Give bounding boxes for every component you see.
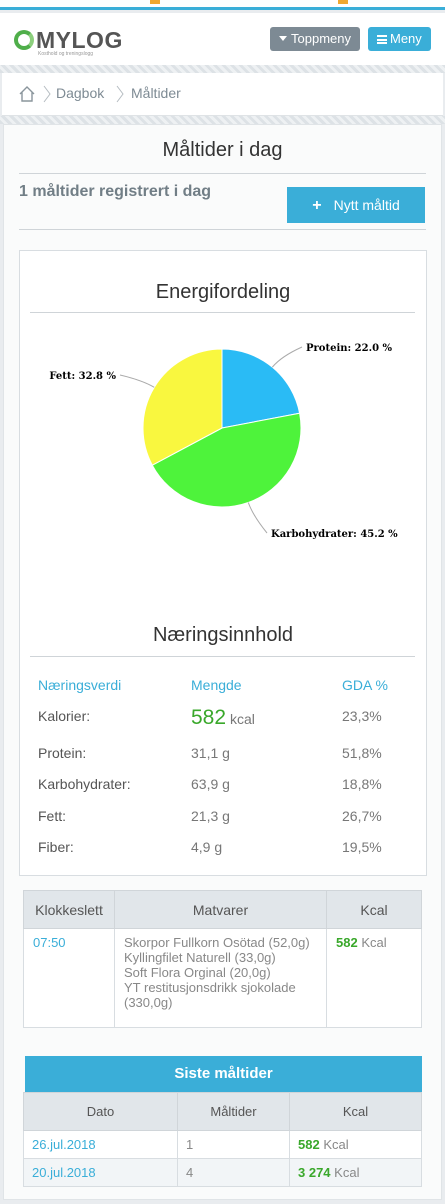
col-time: Klokkeslett [23,890,115,929]
nutrition-amount-carbs: 63,9 g [191,776,230,792]
pie-label-protein: Protein: 22.0 % [306,343,393,354]
energy-title: Energifordeling [155,281,291,303]
food-item: Soft Flora Orginal (20,0g) [124,965,271,980]
nutrition-amount-calories: 582 kcal [191,706,255,730]
main-card: Måltider i dag 1 måltider registrert i d… [3,124,442,1200]
col-meals: Måltider [177,1092,290,1131]
divider [19,173,426,174]
caret-down-icon [279,36,287,41]
meal-foods: Skorpor Fullkorn Osötad (52,0g) Kyllingf… [114,928,327,1028]
topmenu-button[interactable]: Toppmeny [270,27,360,51]
breadcrumb-dagbok[interactable]: Dagbok [56,85,105,101]
food-item: Kyllingfilet Naturell (33,0g) [124,950,276,965]
nutrition-header-amount: Mengde [191,677,242,693]
meal-count-text: 1 måltider registrert i dag [19,183,212,200]
col-date: Dato [23,1092,178,1131]
menu-label: Meny [390,31,422,46]
recent-kcal-value: 582 [298,1137,320,1152]
col-kcal: Kcal [289,1092,422,1131]
chevron-right-icon [116,85,124,103]
calories-unit: kcal [229,711,255,727]
nutrition-gda-fiber: 19,5% [342,839,382,855]
pie-label-karbohydrater: Karbohydrater: 45.2 % [271,529,398,540]
table-row[interactable]: 26.jul.2018 1 582 Kcal [23,1130,422,1159]
col-foods: Matvarer [114,890,327,929]
nutrition-label-protein: Protein: [38,745,87,761]
energy-pie-chart: Protein: 22.0 % Karbohydrater: 45.2 % Fett… [49,343,398,540]
nutrition-gda-carbs: 18,8% [342,776,382,792]
pie-connector-line [247,502,268,534]
topmenu-label: Toppmeny [291,31,351,46]
chevron-right-icon [43,85,51,103]
browser-top-strip [0,0,445,10]
meals-table-header: Klokkeslett Matvarer Kcal [23,890,422,929]
recent-kcal-unit: Kcal [334,1165,360,1180]
recent-kcal-value: 3 274 [298,1165,331,1180]
calories-value: 582 [191,706,227,729]
recent-meals-table: Dato Måltider Kcal 26.jul.2018 1 582 Kca… [23,1092,422,1187]
meals-table: Klokkeslett Matvarer Kcal 07:50 Skorpor … [23,890,422,1028]
recent-kcal-unit: Kcal [323,1137,349,1152]
food-item: YT restitusjonsdrikk sjokolade (330,0g) [124,980,296,1010]
nutrition-amount-fat: 21,3 g [191,808,230,824]
recent-table-header: Dato Måltider Kcal [23,1092,422,1131]
summary-panel: Energifordeling Protein: 22.0 % Karbohydr… [19,250,427,876]
divider-band [0,116,445,124]
menu-button[interactable]: Meny [368,27,431,51]
nutrition-header-gda: GDA % [342,677,388,693]
pie-connector-line [119,374,155,388]
nutrition-gda-calories: 23,3% [342,708,382,724]
meal-time[interactable]: 07:50 [23,928,115,1028]
new-meal-button[interactable]: + Nytt måltid [287,187,425,223]
nutrition-label-calories: Kalorier: [38,708,91,724]
nutrition-title: Næringsinnhold [152,624,294,646]
tab-indicator [338,0,348,4]
divider [30,656,415,657]
recent-kcal: 582 Kcal [289,1130,422,1159]
table-row[interactable]: 20.jul.2018 4 3 274 Kcal [23,1158,422,1187]
pie-slice-protein[interactable] [221,348,301,429]
divider [19,229,426,230]
recent-kcal: 3 274 Kcal [289,1158,422,1187]
meal-kcal-unit: Kcal [361,935,387,950]
page-title: Måltider i dag [162,139,283,161]
tab-indicator [150,0,160,4]
recent-meals-count: 1 [177,1130,290,1159]
table-row[interactable]: 07:50 Skorpor Fullkorn Osötad (52,0g) Ky… [23,928,422,1028]
nutrition-amount-protein: 31,1 g [191,745,230,761]
divider-band [0,65,445,73]
logo-ring-icon [14,30,34,50]
col-kcal: Kcal [326,890,422,929]
breadcrumb: Dagbok Måltider [2,73,443,116]
meal-kcal: 582 Kcal [326,928,422,1028]
recent-meals-count: 4 [177,1158,290,1187]
nutrition-label-fiber: Fiber: [38,839,74,855]
nutrition-gda-protein: 51,8% [342,745,382,761]
recent-date[interactable]: 26.jul.2018 [23,1130,178,1159]
food-item: Skorpor Fullkorn Osötad (52,0g) [124,935,310,950]
nutrition-header-name: Næringsverdi [38,677,122,693]
recent-date[interactable]: 20.jul.2018 [23,1158,178,1187]
pie-label-fett: Fett: 32.8 % [49,371,116,382]
recent-meals-heading: Siste måltider [25,1056,422,1092]
plus-icon: + [312,197,322,214]
home-icon[interactable] [18,85,36,103]
logo-tagline: Kosthold og treningslogg [38,51,94,57]
pie-slice-karbohydrater[interactable] [151,412,302,508]
nutrition-label-fat: Fett: [38,808,67,824]
app-header: MYLOG Kosthold og treningslogg Toppmeny … [0,13,445,65]
logo-text: MYLOG [36,27,123,53]
breadcrumb-maltider: Måltider [131,85,181,101]
meal-kcal-value: 582 [336,935,358,950]
pie-connector-line [271,346,303,368]
nutrition-amount-fiber: 4,9 g [191,839,223,855]
nutrition-label-carbs: Karbohydrater: [38,776,131,792]
new-meal-label: Nytt måltid [333,197,400,213]
nutrition-gda-fat: 26,7% [342,808,382,824]
divider [30,312,415,313]
hamburger-icon [377,35,387,44]
